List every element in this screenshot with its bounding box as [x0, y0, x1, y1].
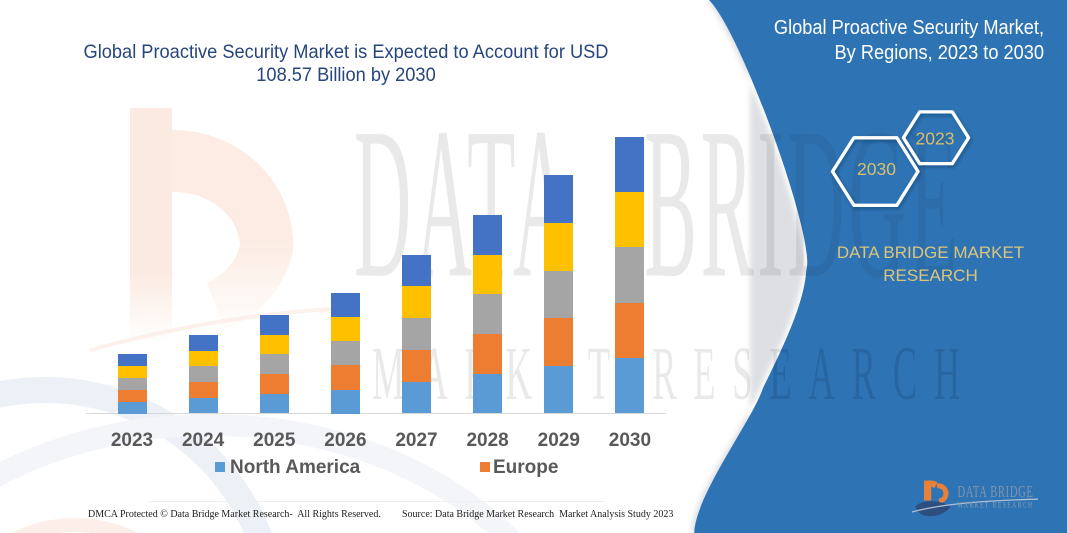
svg-text:2023: 2023 — [916, 129, 955, 149]
svg-text:DATA BRIDGE: DATA BRIDGE — [958, 484, 1034, 502]
svg-text:MARKET RESEARCH: MARKET RESEARCH — [372, 331, 977, 415]
svg-text:2030: 2030 — [857, 159, 896, 179]
svg-text:MARKET RESEARCH: MARKET RESEARCH — [958, 502, 1034, 510]
